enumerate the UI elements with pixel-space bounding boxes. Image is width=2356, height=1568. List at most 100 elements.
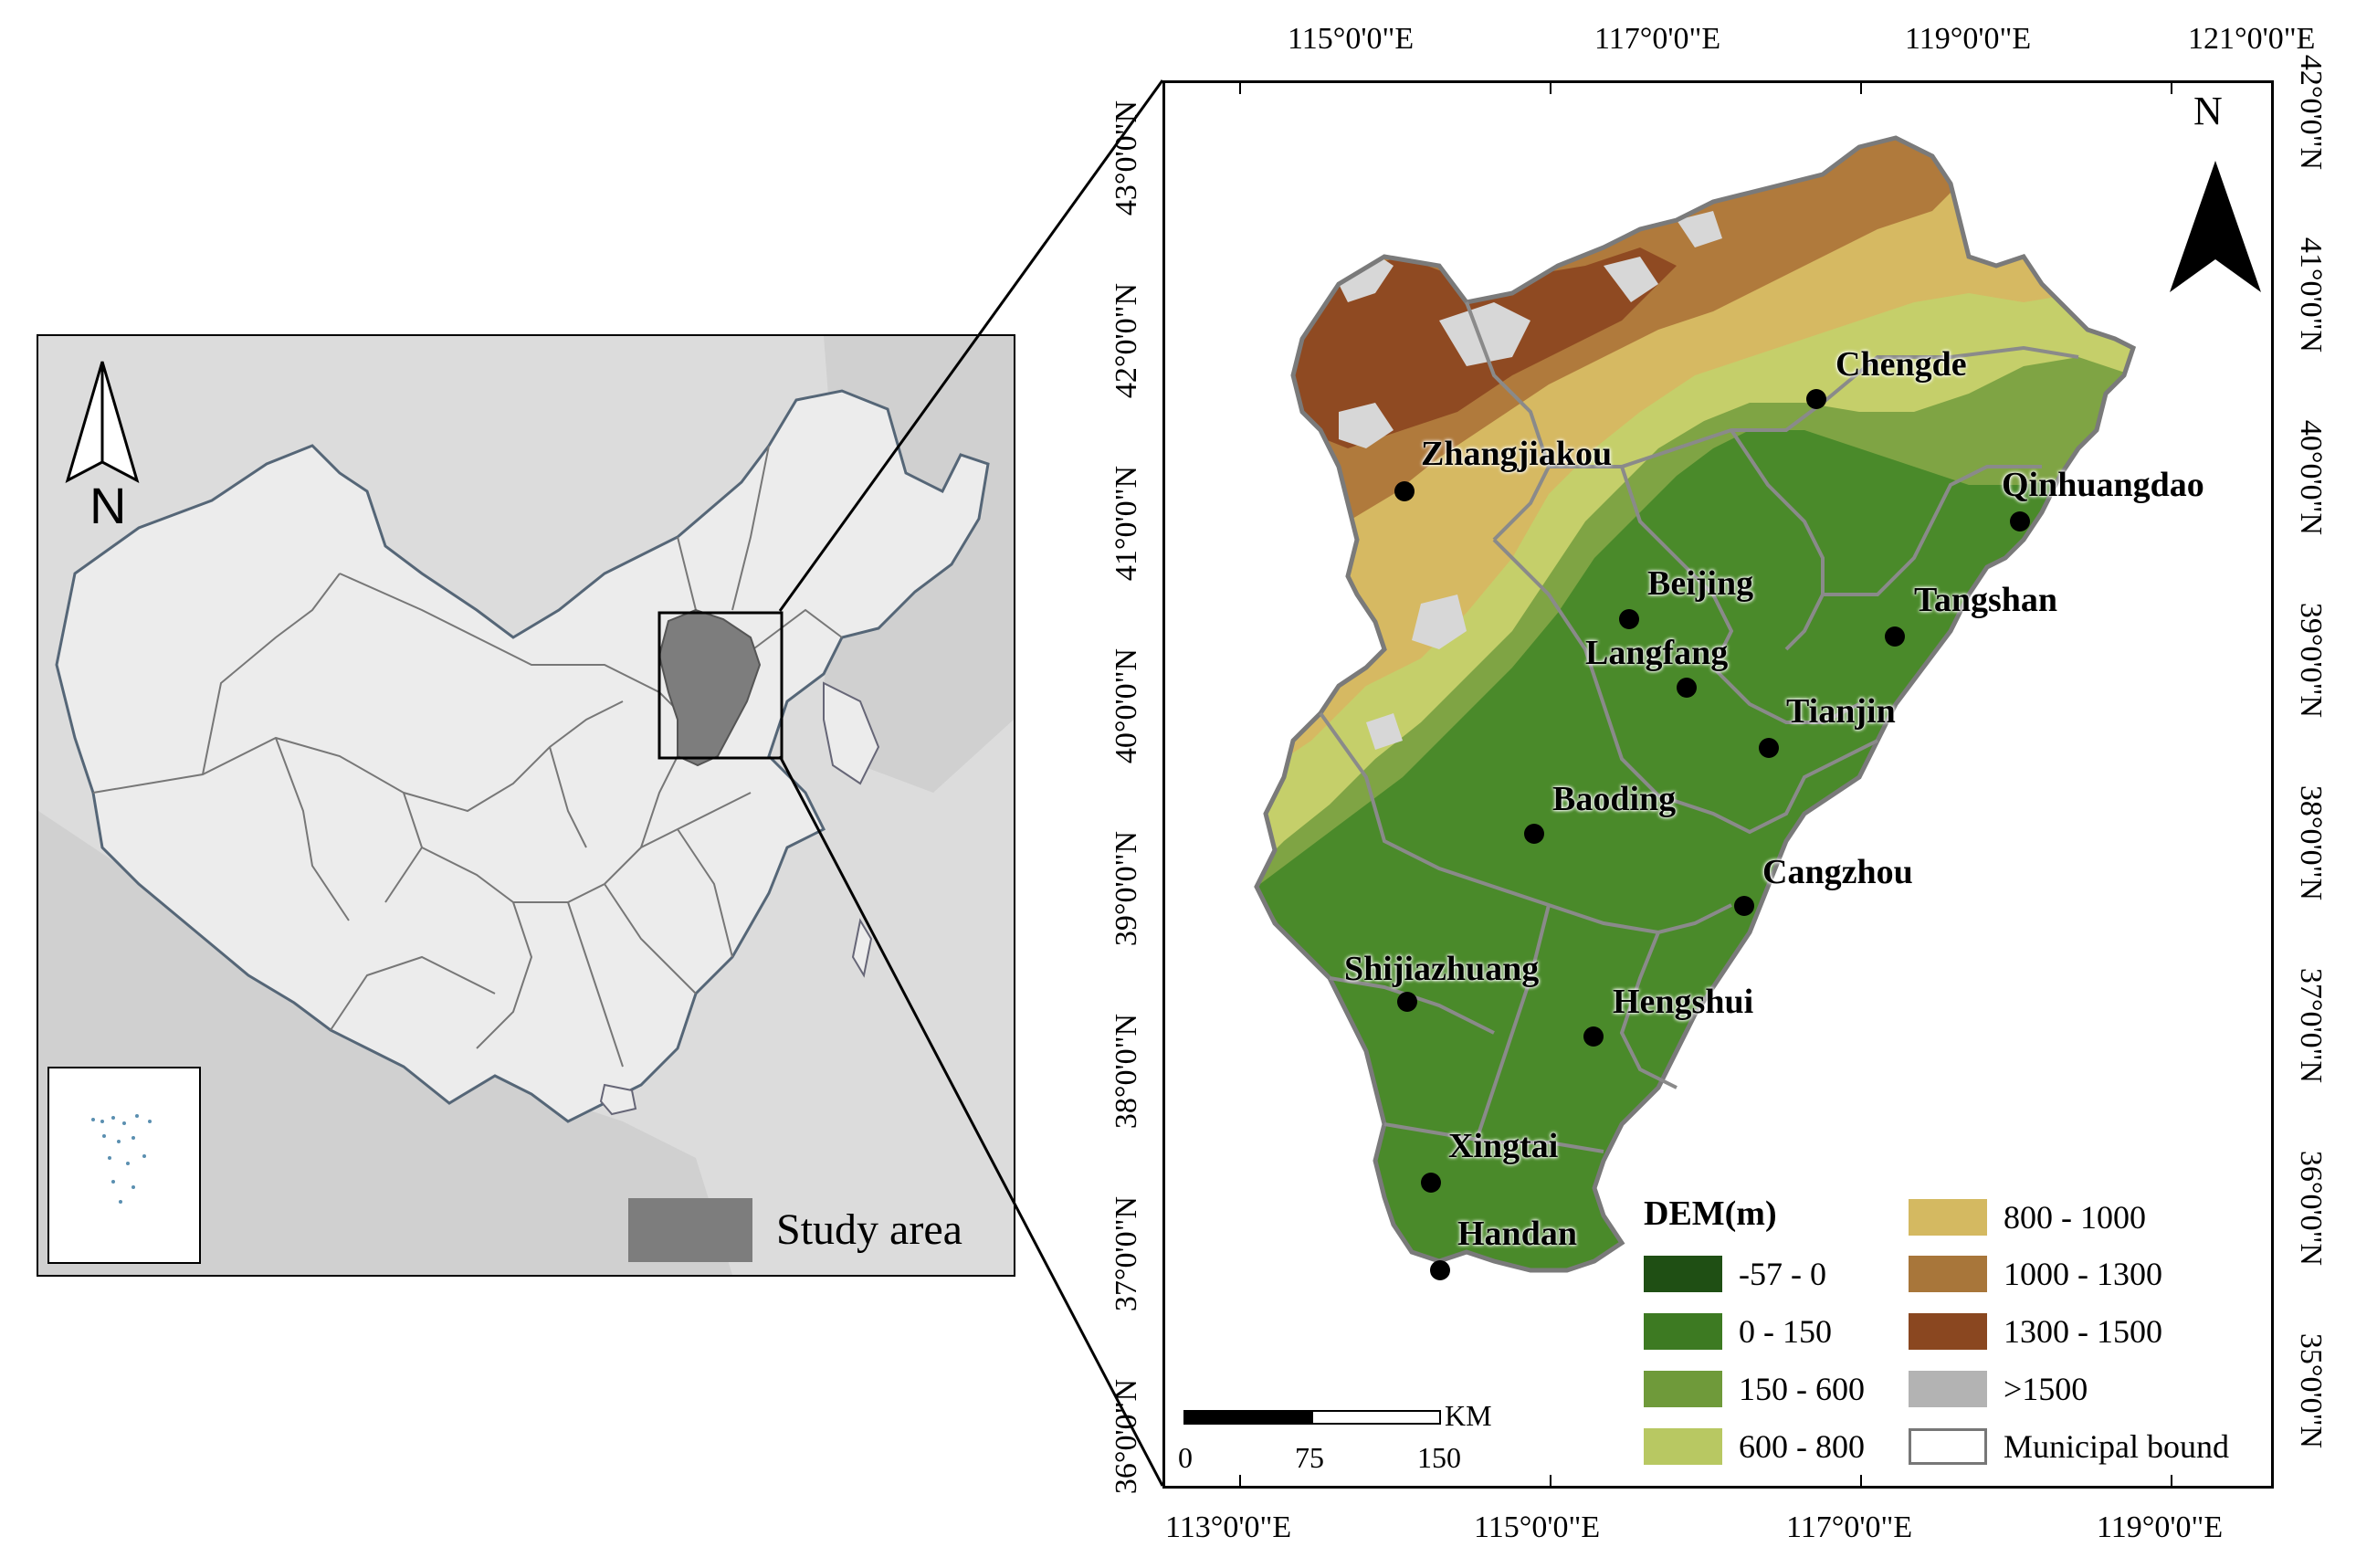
city-label-xingtai: Xingtai [1448,1127,1559,1165]
city-dot-tangshan [1885,626,1905,647]
right-axis-label-5: 38°0'0"N [2294,784,2329,901]
city-label-beijing: Beijing [1647,564,1754,603]
legend-label: 800 - 1000 [2004,1199,2146,1236]
city-label-tangshan: Tangshan [1914,581,2058,619]
legend-swatch [1909,1313,1987,1350]
dem-map-frame [1162,80,2274,1489]
legend-item: 0 - 150 [1644,1312,1832,1351]
scale-bar-unit: KM [1445,1399,1492,1432]
scale-bar-tick-75: 75 [1295,1441,1324,1474]
legend-swatch [1644,1256,1722,1292]
legend-item: 1000 - 1300 [1909,1255,2162,1293]
extent-box [657,611,784,760]
study-area-swatch [628,1198,752,1262]
bottom-axis-label-2: 115°0'0"E [1474,1510,1601,1544]
legend-swatch [1644,1371,1722,1407]
scale-bar-tick-150: 150 [1417,1441,1461,1474]
legend-swatch [1909,1199,1987,1236]
scale-bar-white-segment [1311,1410,1441,1425]
bottom-axis-label-1: 113°0'0"E [1165,1510,1292,1544]
right-axis-label-4: 39°0'0"N [2294,602,2329,719]
city-dot-beijing [1619,609,1639,629]
city-label-qinhuangdao: Qinhuangdao [2002,466,2204,504]
study-area-legend: Study area [628,1198,962,1262]
city-dot-langfang [1677,678,1697,698]
left-axis-label-1: 43°0'0"N [1110,100,1144,216]
city-label-tianjin: Tianjin [1786,692,1896,731]
scale-bar-tick-0: 0 [1178,1441,1193,1474]
legend-item: >1500 [1909,1370,2088,1408]
city-dot-baoding [1524,824,1544,844]
main-north-arrow-icon: N [2164,91,2274,301]
legend-item: 600 - 800 [1644,1427,1865,1466]
legend-label: Municipal bound [2004,1428,2229,1465]
study-area-label: Study area [776,1205,962,1254]
bottom-axis-label-3: 117°0'0"E [1786,1510,1913,1544]
legend-label: 1000 - 1300 [2004,1256,2162,1292]
city-dot-qinhuangdao [2010,511,2030,531]
city-dot-cangzhou [1734,896,1754,916]
scale-bar: KM 0 75 150 [1178,1401,1494,1483]
legend-swatch [1909,1428,1987,1465]
legend-swatch [1909,1256,1987,1292]
main-north-label: N [2193,89,2223,133]
left-axis-label-7: 37°0'0"N [1110,1195,1144,1312]
legend-label: 600 - 800 [1739,1428,1865,1465]
right-axis-label-8: 35°0'0"N [2294,1332,2329,1449]
right-axis-label-1: 42°0'0"N [2294,54,2329,171]
legend-label: 1300 - 1500 [2004,1313,2162,1350]
city-dot-tianjin [1759,738,1779,758]
legend-label: 0 - 150 [1739,1313,1832,1350]
legend-swatch [1644,1428,1722,1465]
right-axis-label-7: 36°0'0"N [2294,1150,2329,1267]
north-arrow-icon: N [58,353,168,553]
right-axis-label-3: 40°0'0"N [2294,419,2329,536]
city-dot-xingtai [1421,1173,1441,1193]
left-axis-label-5: 39°0'0"N [1110,830,1144,947]
left-axis-label-6: 38°0'0"N [1110,1013,1144,1130]
legend-item: 150 - 600 [1644,1370,1865,1408]
legend-item: 1300 - 1500 [1909,1312,2162,1351]
city-label-baoding: Baoding [1552,780,1677,818]
legend-title: DEM(m) [1644,1194,1777,1233]
left-axis-label-2: 42°0'0"N [1110,282,1144,399]
legend-swatch [1909,1371,1987,1407]
china-inset-map: N Study area [37,334,1015,1277]
left-axis-label-4: 40°0'0"N [1110,647,1144,764]
top-axis-label-2: 117°0'0"E [1594,22,1721,56]
study-area-shape [657,608,762,767]
scale-bar-black-segment [1183,1410,1313,1425]
legend-swatch [1644,1313,1722,1350]
city-label-handan: Handan [1457,1215,1577,1253]
right-axis-label-6: 37°0'0"N [2294,967,2329,1084]
city-label-cangzhou: Cangzhou [1762,853,1913,891]
dem-raster [1239,83,2172,1486]
city-label-shijiazhuang: Shijiazhuang [1344,950,1540,988]
left-axis-label-3: 41°0'0"N [1110,465,1144,582]
city-dot-chengde [1806,389,1826,409]
legend-item: Municipal bound [1909,1427,2229,1466]
legend-label: -57 - 0 [1739,1256,1826,1292]
city-label-chengde: Chengde [1835,345,1967,384]
legend-item: -57 - 0 [1644,1255,1826,1293]
top-axis-label-3: 119°0'0"E [1905,22,2032,56]
legend-label: 150 - 600 [1739,1371,1865,1407]
top-axis-label-1: 115°0'0"E [1288,22,1415,56]
city-label-hengshui: Hengshui [1613,983,1754,1021]
city-label-zhangjiakou: Zhangjiakou [1421,435,1613,473]
city-dot-shijiazhuang [1397,992,1417,1012]
city-dot-hengshui [1583,1026,1604,1047]
city-dot-handan [1430,1260,1450,1280]
city-dot-zhangjiakou [1394,481,1415,501]
south-china-sea-inset [47,1067,201,1264]
right-axis-label-2: 41°0'0"N [2294,237,2329,353]
legend-item: 800 - 1000 [1909,1198,2146,1237]
bottom-axis-label-4: 119°0'0"E [2097,1510,2224,1544]
dem-legend: DEM(m) -57 - 0 0 - 150 150 - 600 600 - 8… [1644,1196,2274,1479]
city-label-langfang: Langfang [1585,634,1729,672]
legend-label: >1500 [2004,1371,2088,1407]
north-label: N [89,477,127,534]
top-axis-label-4: 121°0'0"E [2188,22,2316,56]
left-axis-label-8: 36°0'0"N [1110,1378,1144,1495]
china-land [55,389,990,1123]
